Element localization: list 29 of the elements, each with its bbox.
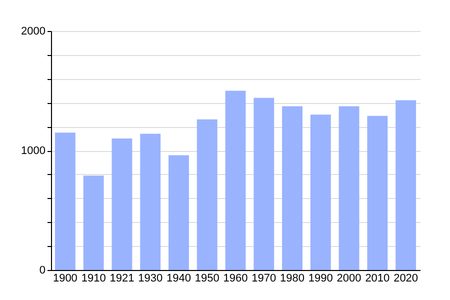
bar [396, 100, 416, 270]
x-tick-label: 1980 [280, 272, 305, 284]
x-tick-label: 1930 [138, 272, 163, 284]
y-tick-label: 1000 [21, 145, 46, 157]
bar [338, 106, 360, 270]
bar [254, 98, 274, 270]
y-tick-label: 2000 [21, 26, 46, 38]
x-tick-label: 1921 [110, 272, 134, 284]
x-tick-label: 2010 [365, 272, 390, 284]
x-tick-label: 1960 [223, 272, 248, 284]
x-tick-label: 1970 [252, 272, 276, 284]
bar [310, 114, 331, 270]
bar [367, 116, 388, 270]
x-tick-label: 1950 [194, 272, 220, 284]
bar [83, 176, 104, 270]
x-tick-label: 1990 [308, 272, 333, 284]
x-tick-label: 2020 [394, 272, 418, 284]
bar [112, 138, 132, 270]
x-tick-label: 1900 [52, 272, 78, 284]
bar [225, 90, 246, 270]
bar [168, 155, 189, 270]
bar [54, 132, 76, 270]
x-tick-label: 1940 [166, 272, 191, 284]
y-tick-label: 0 [39, 264, 46, 276]
bar [196, 119, 218, 270]
bar [282, 106, 302, 270]
x-tick-label: 1910 [81, 272, 106, 284]
x-tick-label: 2000 [336, 272, 362, 284]
bar [140, 134, 161, 270]
